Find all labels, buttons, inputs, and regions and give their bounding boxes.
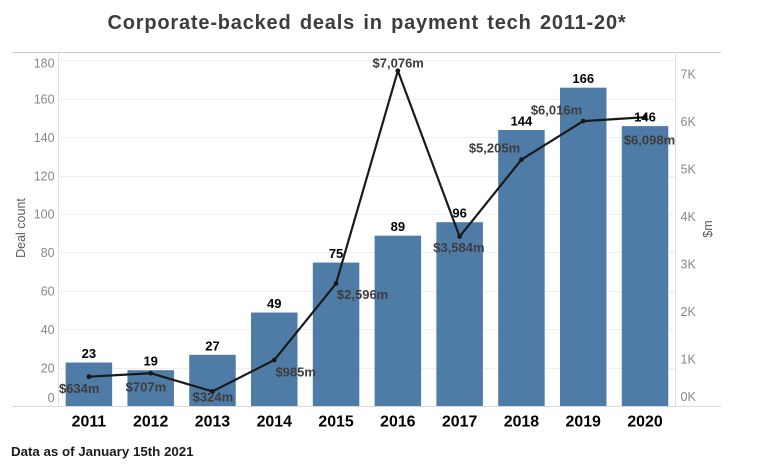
category-label: 2011 bbox=[72, 413, 107, 430]
line-marker-2011 bbox=[86, 374, 92, 380]
bar-value-label: 49 bbox=[267, 296, 281, 311]
bar-2011 bbox=[65, 362, 113, 406]
right-tick-label: 7K bbox=[681, 68, 697, 82]
bar-2019 bbox=[559, 87, 607, 406]
chart-title: Corporate-backed deals in payment tech 2… bbox=[107, 12, 627, 34]
category-label: 2015 bbox=[318, 413, 354, 430]
bar-value-label: 166 bbox=[572, 71, 594, 86]
line-marker-2012 bbox=[148, 370, 154, 376]
category-label: 2014 bbox=[257, 413, 293, 430]
line-marker-2019 bbox=[580, 118, 586, 124]
line-value-label: $6,098m bbox=[624, 133, 675, 148]
bar-value-label: 146 bbox=[634, 110, 656, 125]
bar-2020 bbox=[621, 126, 669, 406]
left-tick-label: 60 bbox=[41, 285, 55, 299]
line-value-label: $7,076m bbox=[373, 56, 424, 71]
bar-2017 bbox=[436, 222, 483, 406]
bar-value-label: 96 bbox=[452, 206, 466, 221]
line-value-label: $985m bbox=[275, 364, 315, 379]
bar-value-label: 75 bbox=[329, 246, 343, 261]
right-tick-label: 2K bbox=[681, 305, 697, 319]
right-tick-label: 4K bbox=[681, 210, 697, 224]
bar-2018 bbox=[498, 129, 545, 406]
left-tick-label: 180 bbox=[34, 56, 55, 70]
right-tick-label: 0K bbox=[681, 390, 697, 404]
bar-value-label: 89 bbox=[391, 219, 405, 234]
right-tick-label: 6K bbox=[681, 115, 697, 129]
line-marker-2016 bbox=[395, 68, 401, 74]
line-value-label: $707m bbox=[126, 379, 166, 394]
line-series bbox=[88, 69, 646, 393]
bar-2012 bbox=[127, 370, 174, 406]
left-axis-title: Deal count bbox=[14, 198, 28, 258]
bar-2013 bbox=[189, 354, 236, 406]
left-tick-label: 20 bbox=[41, 361, 55, 375]
category-label: 2017 bbox=[442, 413, 478, 430]
bar-2016 bbox=[374, 235, 422, 406]
left-tick-label: 0 bbox=[48, 391, 55, 405]
category-label: 2018 bbox=[504, 413, 540, 430]
bar-value-label: 23 bbox=[82, 346, 96, 361]
right-tick-label: 3K bbox=[681, 258, 697, 272]
category-label: 2016 bbox=[380, 413, 416, 430]
right-tick-label: 1K bbox=[681, 353, 697, 367]
left-tick-label: 120 bbox=[34, 169, 55, 183]
left-tick-label: 140 bbox=[34, 131, 55, 145]
line-marker-2018 bbox=[519, 157, 524, 163]
line-value-label: $6,016m bbox=[531, 102, 582, 117]
left-tick-label: 40 bbox=[41, 323, 55, 337]
line-marker-2017 bbox=[457, 234, 463, 239]
footnote: Data as of January 15th 2021 bbox=[11, 444, 194, 459]
line-value-label: $634m bbox=[59, 381, 99, 396]
line-value-label: $2,596m bbox=[337, 287, 388, 302]
left-tick-label: 160 bbox=[34, 92, 55, 106]
line-value-label: $3,584m bbox=[433, 240, 484, 255]
right-tick-label: 5K bbox=[681, 163, 697, 177]
line-marker-2020 bbox=[642, 114, 648, 120]
line-marker-2015 bbox=[333, 281, 339, 286]
bar-value-label: 27 bbox=[205, 338, 219, 353]
category-label: 2012 bbox=[133, 413, 169, 430]
bar-value-label: 19 bbox=[143, 354, 157, 369]
line-value-label: $5,205m bbox=[469, 140, 520, 155]
line-marker-2013 bbox=[210, 389, 215, 394]
bar-value-label: 144 bbox=[511, 113, 533, 128]
line-value-label: $324m bbox=[193, 389, 233, 404]
category-label: 2020 bbox=[627, 413, 663, 430]
bar-2015 bbox=[312, 262, 360, 406]
category-label: 2013 bbox=[195, 413, 231, 430]
left-tick-label: 80 bbox=[41, 246, 55, 260]
category-label: 2019 bbox=[566, 413, 602, 430]
left-tick-label: 100 bbox=[34, 208, 55, 222]
line-marker-2014 bbox=[271, 357, 277, 363]
right-axis-title: $m bbox=[701, 220, 715, 238]
